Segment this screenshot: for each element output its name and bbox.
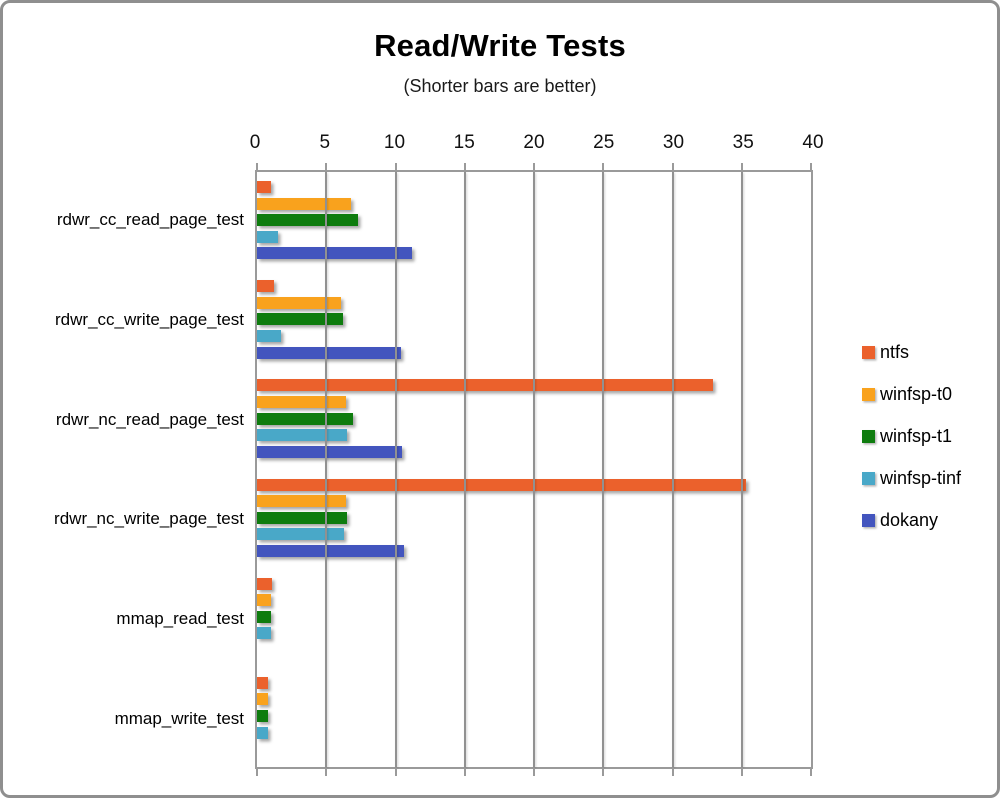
gridline (533, 172, 535, 767)
bar-group (257, 470, 811, 569)
bar (257, 280, 274, 293)
bar (257, 726, 269, 739)
legend-swatch-icon (862, 471, 875, 485)
legend-swatch-icon (862, 429, 875, 443)
gridline (325, 172, 328, 767)
legend-swatch-icon (862, 513, 875, 527)
axis-tick-mark (602, 768, 605, 776)
legend-label: winfsp-t0 (880, 383, 953, 404)
bar (257, 181, 271, 193)
bar (257, 528, 345, 541)
bar (257, 693, 269, 706)
legend-item: dokany (862, 510, 992, 530)
bar-groups (257, 172, 811, 767)
legend-item: winfsp-tinf (862, 468, 992, 488)
legend-swatch-icon (862, 387, 875, 401)
bar (257, 627, 271, 640)
category-label: mmap_write_test (114, 709, 244, 729)
x-axis-tick-label: 5 (319, 132, 331, 153)
legend-label: dokany (880, 509, 939, 530)
axis-tick-mark (810, 163, 812, 171)
axis-tick-mark (463, 768, 466, 776)
bar (257, 676, 269, 689)
bar (257, 445, 403, 458)
x-axis-tick-label: 20 (523, 132, 545, 153)
x-axis-tick-labels: 0 5 10 15 20 25 30 35 40 (250, 132, 824, 156)
gridline (740, 172, 743, 767)
axis-tick-mark (740, 163, 743, 171)
axis-tick-mark (671, 768, 674, 776)
category-label: mmap_read_test (116, 609, 244, 629)
gridline (671, 172, 674, 767)
legend-label: winfsp-t1 (880, 425, 953, 446)
x-axis-tick-label: 15 (453, 132, 475, 153)
bar (257, 511, 348, 524)
bar (257, 594, 271, 607)
bar (257, 379, 713, 392)
category-label: rdwr_cc_read_page_test (56, 209, 244, 229)
axis-tick-mark (325, 163, 328, 171)
axis-tick-mark (671, 163, 674, 171)
axis-tick-mark (256, 768, 258, 776)
bar (257, 544, 404, 557)
legend: ntfs winfsp-t0 winfsp-t1 winfsp-tinf dokany (862, 342, 992, 530)
axis-tick-mark (394, 163, 397, 171)
legend-label: winfsp-tinf (880, 467, 962, 488)
x-axis-tick-label: 0 (249, 132, 261, 153)
category-labels: rdwr_cc_read_page_test rdwr_cc_write_page… (14, 170, 244, 769)
bar (257, 478, 746, 491)
bar (257, 429, 348, 442)
bar (257, 412, 353, 425)
legend-item: ntfs (862, 342, 992, 362)
bar (257, 346, 402, 359)
bar-group (257, 668, 811, 767)
category-label: rdwr_nc_write_page_test (54, 509, 244, 529)
bar (257, 230, 278, 243)
bar (257, 197, 352, 210)
axis-tick-mark (740, 768, 743, 776)
bar (257, 296, 342, 309)
bar (257, 329, 281, 342)
bar (257, 313, 343, 326)
category-label: rdwr_nc_read_page_test (55, 409, 244, 429)
legend-swatch-icon (862, 345, 875, 359)
x-axis-tick-label: 25 (593, 132, 615, 153)
gridline (463, 172, 466, 767)
axis-tick-mark (463, 163, 466, 171)
axis-tick-mark (533, 768, 535, 776)
gridline (394, 172, 397, 767)
x-axis-tick-label: 40 (802, 132, 824, 153)
legend-label: ntfs (880, 341, 910, 362)
bar (257, 214, 359, 227)
chart-subtitle: (Shorter bars are better) (403, 76, 597, 96)
category-label: rdwr_cc_write_page_test (55, 309, 244, 329)
axis-tick-mark (394, 768, 397, 776)
legend-item: winfsp-t0 (862, 384, 992, 404)
x-axis-tick-label: 10 (383, 132, 406, 153)
axis-tick-mark (256, 163, 258, 171)
bar (257, 577, 273, 590)
x-axis-tick-label: 30 (662, 132, 685, 153)
bar (257, 710, 269, 723)
axis-tick-mark (602, 163, 605, 171)
bar (257, 395, 346, 408)
bar-group (257, 172, 811, 271)
plot-area (255, 163, 813, 776)
axis-tick-mark (810, 768, 812, 776)
bar-group (257, 370, 811, 469)
legend-item: winfsp-t1 (862, 426, 992, 446)
bar (257, 610, 271, 623)
bar-group (257, 271, 811, 370)
bar-group (257, 569, 811, 668)
axis-tick-mark (533, 163, 535, 171)
x-axis-tick-label: 35 (732, 132, 754, 153)
axis-tick-mark (325, 768, 328, 776)
gridline (602, 172, 605, 767)
bar (257, 495, 346, 508)
bar (257, 247, 413, 260)
chart-title: Read/Write Tests (374, 28, 626, 63)
